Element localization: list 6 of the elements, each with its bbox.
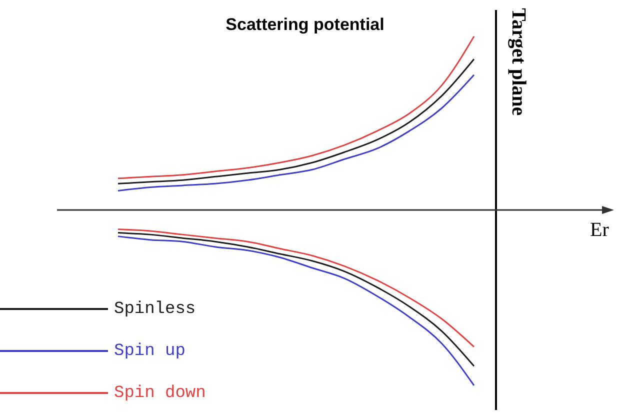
chart-title: Scattering potential: [226, 15, 384, 34]
x-axis-title: Er: [590, 219, 610, 241]
y-axis-title: Target plane: [507, 8, 530, 116]
text: Spin down: [114, 384, 206, 402]
text: Spinless: [114, 300, 196, 318]
text: Spin up: [114, 342, 186, 360]
